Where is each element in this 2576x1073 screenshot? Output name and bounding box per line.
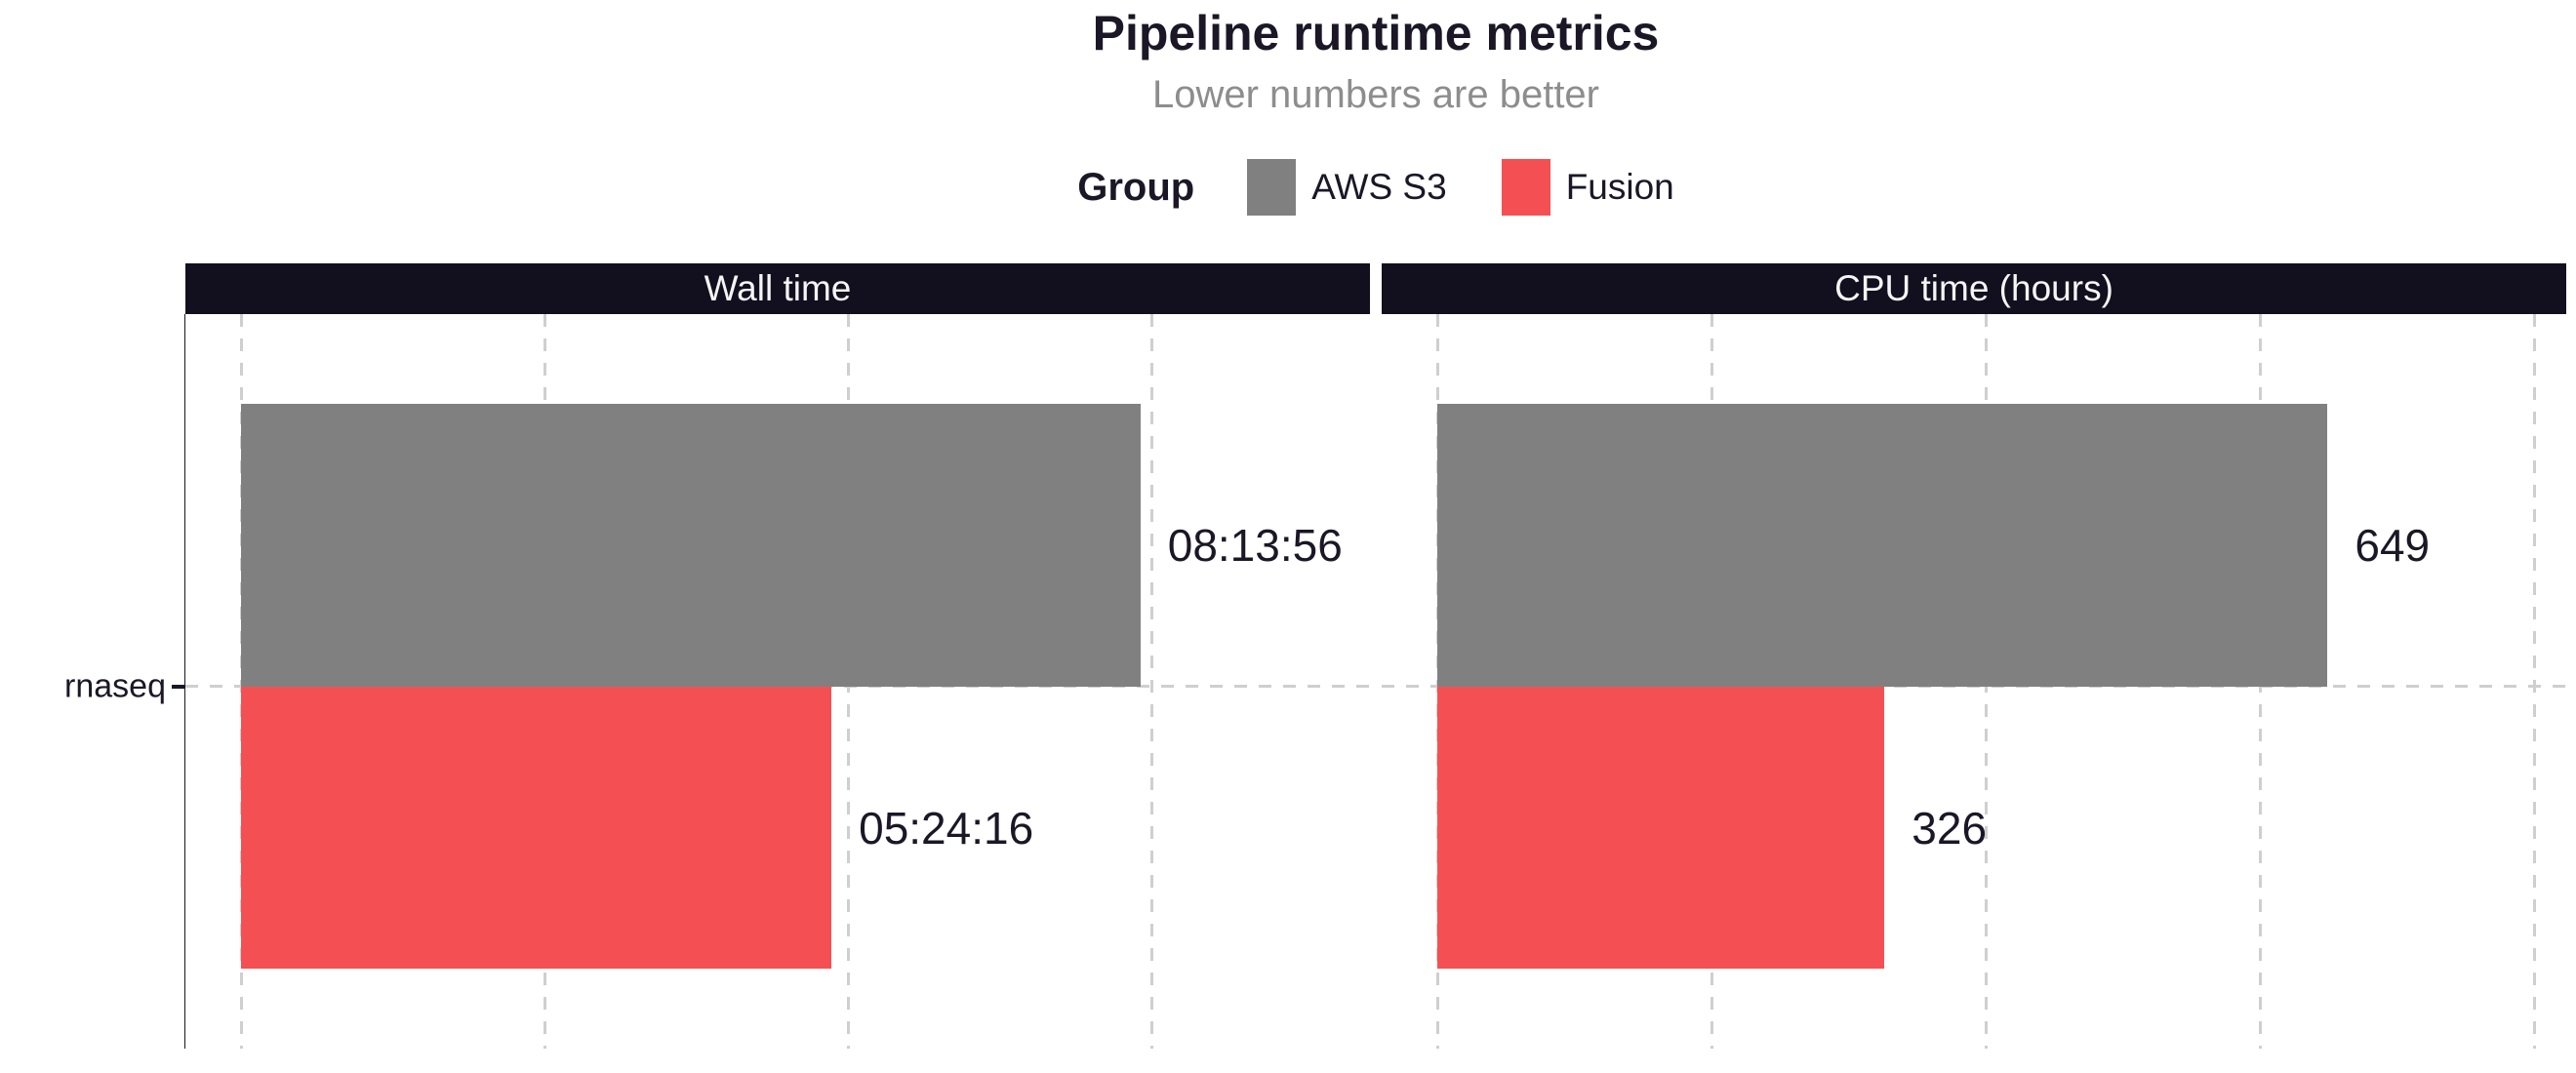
legend-label-aws-s3: AWS S3 bbox=[1311, 167, 1447, 207]
facet-plot-wall-time: 08:13:56 05:24:16 bbox=[185, 314, 1370, 1049]
legend-swatch-aws-s3 bbox=[1247, 159, 1297, 216]
bar-aws-s3 bbox=[1437, 404, 2328, 687]
bar-value-label: 326 bbox=[1912, 802, 1988, 854]
chart-subtitle: Lower numbers are better bbox=[1151, 73, 1599, 116]
facet-panel-wall-time: Wall time 08:13:56 05:24:16 bbox=[185, 263, 1370, 1049]
bar-fusion bbox=[241, 687, 832, 969]
legend-item-aws-s3: AWS S3 bbox=[1247, 159, 1447, 216]
legend: Group AWS S3 Fusion bbox=[185, 152, 2566, 222]
facet-panel-cpu-time: CPU time (hours) 649 326 bbox=[1382, 263, 2566, 1049]
facet-strip-wall-time: Wall time bbox=[185, 263, 1370, 314]
title-block: Pipeline runtime metrics Lower numbers a… bbox=[185, 8, 2566, 115]
legend-label-fusion: Fusion bbox=[1565, 167, 1674, 207]
legend-swatch-fusion bbox=[1501, 159, 1550, 216]
facet-plot-cpu-time: 649 326 bbox=[1382, 314, 2566, 1049]
chart-title: Pipeline runtime metrics bbox=[1092, 6, 1660, 60]
bar-fusion bbox=[1437, 687, 1885, 969]
y-axis-tick bbox=[172, 685, 185, 689]
y-axis-tick-label: rnaseq bbox=[64, 667, 166, 705]
bar-value-label: 05:24:16 bbox=[859, 802, 1034, 854]
legend-item-fusion: Fusion bbox=[1501, 159, 1674, 216]
legend-title: Group bbox=[1077, 165, 1195, 209]
bar-value-label: 649 bbox=[2355, 520, 2431, 571]
bar-aws-s3 bbox=[241, 404, 1141, 687]
x-gridline bbox=[1149, 314, 1153, 1049]
bar-value-label: 08:13:56 bbox=[1167, 520, 1343, 571]
facet-strip-cpu-time: CPU time (hours) bbox=[1382, 263, 2566, 314]
x-gridline bbox=[2533, 314, 2537, 1049]
